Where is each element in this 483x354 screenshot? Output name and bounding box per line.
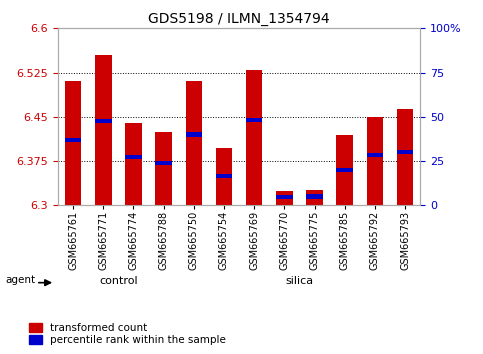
Bar bbox=[125, 123, 142, 205]
Bar bbox=[337, 168, 353, 172]
Bar bbox=[246, 70, 262, 205]
Title: GDS5198 / ILMN_1354794: GDS5198 / ILMN_1354794 bbox=[148, 12, 330, 26]
Bar bbox=[306, 194, 323, 199]
Bar bbox=[156, 132, 172, 205]
Bar bbox=[367, 117, 383, 205]
Bar bbox=[276, 195, 293, 199]
Bar bbox=[337, 135, 353, 205]
Text: silica: silica bbox=[285, 276, 313, 286]
Bar bbox=[216, 148, 232, 205]
Bar bbox=[65, 81, 81, 205]
Text: agent: agent bbox=[6, 275, 36, 285]
Bar bbox=[95, 55, 112, 205]
Bar bbox=[306, 190, 323, 205]
Bar bbox=[216, 174, 232, 178]
Text: control: control bbox=[99, 276, 138, 286]
Bar bbox=[185, 132, 202, 137]
Bar bbox=[185, 81, 202, 205]
Bar bbox=[95, 119, 112, 123]
Bar bbox=[397, 150, 413, 154]
Bar bbox=[125, 155, 142, 159]
Bar bbox=[276, 190, 293, 205]
Bar bbox=[367, 153, 383, 157]
Bar bbox=[246, 118, 262, 122]
Bar bbox=[156, 161, 172, 165]
Bar bbox=[65, 138, 81, 143]
Legend: transformed count, percentile rank within the sample: transformed count, percentile rank withi… bbox=[29, 323, 226, 345]
Bar bbox=[397, 109, 413, 205]
